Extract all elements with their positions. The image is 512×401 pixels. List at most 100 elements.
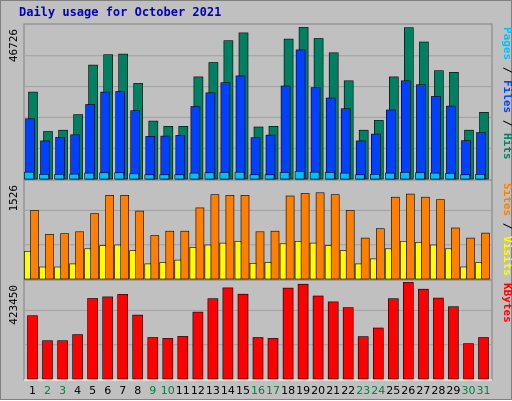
bar-sites-29: [451, 227, 460, 280]
bar-visits-4: [69, 263, 76, 280]
bar-files-30: [461, 140, 471, 180]
bar-visits-6: [99, 245, 106, 280]
bar-visits-16: [249, 262, 257, 280]
bar-pages-20: [309, 171, 320, 180]
bar-kbytes-26: [402, 282, 414, 380]
day-label-13: 13: [206, 384, 220, 397]
legend-entry-visits-sites-1: /: [501, 216, 512, 236]
day-label-10: 10: [161, 384, 175, 397]
bar-files-1: [25, 118, 35, 180]
day-label-2: 2: [44, 384, 51, 397]
legend-entry-kbytes-0: KBytes: [501, 283, 512, 323]
bar-sites-11: [180, 230, 190, 280]
bar-kbytes-11: [177, 336, 189, 380]
bar-kbytes-2: [42, 340, 53, 380]
bar-files-15: [235, 75, 246, 180]
bar-pages-17: [264, 174, 275, 180]
bar-files-4: [70, 134, 80, 180]
bar-kbytes-8: [132, 314, 143, 380]
day-label-25: 25: [386, 384, 400, 397]
legend-entry-visits-sites-2: Visits: [501, 236, 512, 276]
bar-files-11: [175, 135, 186, 180]
bar-visits-10: [159, 262, 167, 280]
bar-kbytes-27: [418, 288, 429, 380]
bar-files-29: [446, 105, 456, 180]
bar-visits-14: [219, 242, 227, 280]
bar-sites-14: [225, 195, 235, 280]
day-label-14: 14: [221, 384, 235, 397]
bar-files-25: [385, 109, 396, 180]
day-label-5: 5: [89, 384, 96, 397]
bar-pages-11: [174, 174, 185, 180]
bar-kbytes-7: [117, 294, 128, 380]
bar-visits-22: [339, 250, 347, 280]
bar-pages-5: [84, 172, 94, 180]
bar-sites-12: [195, 207, 205, 280]
bar-files-2: [40, 140, 50, 180]
bar-visits-26: [399, 241, 407, 280]
bar-pages-19: [294, 171, 305, 180]
day-label-19: 19: [296, 384, 310, 397]
bar-visits-30: [460, 266, 467, 280]
bar-visits-17: [264, 262, 272, 280]
bar-pages-21: [324, 172, 335, 180]
day-label-7: 7: [119, 384, 126, 397]
bar-visits-24: [369, 258, 377, 280]
bar-pages-15: [234, 171, 245, 180]
bar-files-10: [160, 135, 171, 180]
bar-kbytes-6: [102, 296, 113, 380]
y-max-label-kbytes: 423450: [7, 285, 20, 325]
day-label-21: 21: [326, 384, 340, 397]
bar-files-12: [190, 106, 201, 180]
bar-kbytes-30: [463, 343, 474, 380]
bar-visits-7: [114, 244, 121, 280]
day-label-17: 17: [266, 384, 280, 397]
day-label-20: 20: [311, 384, 325, 397]
bar-kbytes-17: [267, 338, 279, 380]
bar-pages-7: [114, 172, 124, 180]
day-label-8: 8: [134, 384, 141, 397]
bar-sites-10: [165, 230, 175, 280]
bar-pages-12: [189, 172, 200, 180]
bar-pages-24: [369, 174, 380, 180]
bar-kbytes-29: [448, 306, 459, 380]
bar-sites-9: [150, 235, 160, 280]
bar-files-3: [55, 137, 65, 180]
bar-sites-27: [421, 196, 430, 280]
day-label-30: 30: [462, 384, 476, 397]
bar-pages-31: [475, 174, 485, 180]
bar-pages-13: [204, 172, 215, 180]
bar-kbytes-15: [237, 293, 249, 380]
bar-sites-19: [300, 193, 310, 280]
bar-visits-12: [189, 247, 197, 280]
bar-sites-16: [255, 231, 265, 280]
bar-kbytes-16: [252, 337, 264, 380]
bar-visits-9: [144, 263, 152, 280]
bar-sites-3: [60, 233, 69, 280]
bar-sites-8: [135, 210, 144, 280]
day-label-29: 29: [446, 384, 460, 397]
day-label-16: 16: [251, 384, 265, 397]
bar-sites-28: [436, 199, 445, 280]
bar-pages-23: [354, 174, 365, 180]
bar-pages-30: [460, 174, 470, 180]
bar-visits-2: [39, 266, 46, 280]
bar-kbytes-13: [207, 298, 219, 380]
day-label-6: 6: [104, 384, 111, 397]
bar-kbytes-24: [372, 327, 384, 380]
day-label-15: 15: [236, 384, 250, 397]
bar-files-27: [416, 84, 426, 180]
bar-sites-18: [285, 195, 295, 280]
bar-sites-24: [375, 228, 385, 280]
bar-pages-22: [339, 172, 350, 180]
bar-pages-1: [24, 171, 34, 180]
bar-files-6: [100, 91, 110, 180]
day-label-18: 18: [281, 384, 295, 397]
bar-visits-31: [475, 262, 482, 280]
bar-visits-1: [24, 251, 31, 280]
bar-files-20: [310, 87, 321, 180]
bar-files-22: [340, 108, 351, 180]
bar-files-28: [431, 96, 441, 180]
bar-visits-18: [279, 243, 287, 280]
